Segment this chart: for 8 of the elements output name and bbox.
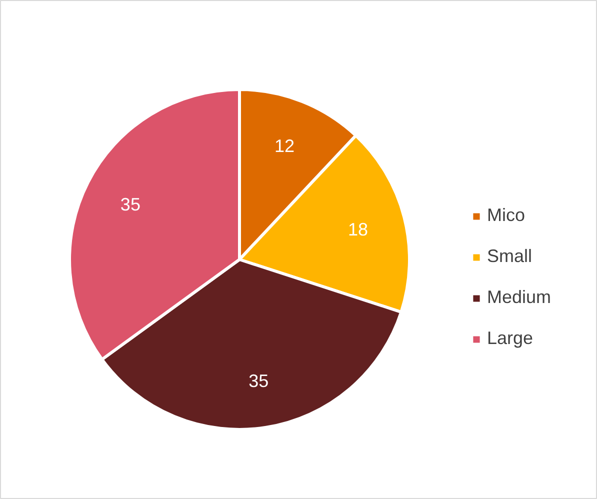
data-label: 35 [248,370,269,391]
legend-label: Medium [487,287,552,308]
legend-label: Mico [487,205,526,226]
data-label: 12 [274,136,295,156]
data-label: 35 [120,194,140,214]
legend-label: Large [487,328,534,349]
legend-label: Small [487,246,532,267]
data-label: 18 [348,220,368,240]
